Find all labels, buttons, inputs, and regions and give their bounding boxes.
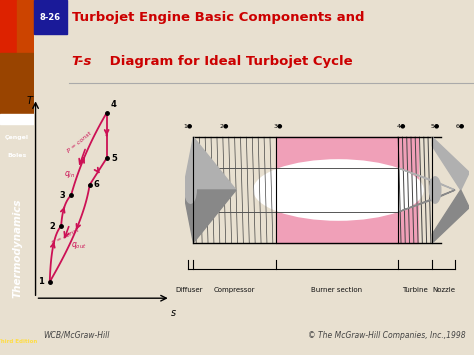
Text: 4●: 4● xyxy=(396,124,406,129)
Text: 1: 1 xyxy=(38,277,44,286)
Text: $q_{out}$: $q_{out}$ xyxy=(71,240,87,251)
Polygon shape xyxy=(185,190,236,243)
Polygon shape xyxy=(432,190,469,243)
Text: 2: 2 xyxy=(50,222,55,231)
Ellipse shape xyxy=(185,177,196,203)
Text: WCB/McGraw-Hill: WCB/McGraw-Hill xyxy=(43,331,109,340)
Text: Third Edition: Third Edition xyxy=(0,339,37,344)
Text: Turbine: Turbine xyxy=(402,287,428,293)
Text: Diffuser: Diffuser xyxy=(175,287,203,293)
Text: 8-26: 8-26 xyxy=(40,12,61,22)
Text: 4: 4 xyxy=(111,100,117,109)
Text: T-s: T-s xyxy=(72,55,92,68)
Text: 3: 3 xyxy=(60,191,65,200)
Text: Boles: Boles xyxy=(8,153,27,158)
Text: © The McGraw-Hill Companies, Inc.,1998: © The McGraw-Hill Companies, Inc.,1998 xyxy=(308,331,465,340)
Text: Turbojet Engine Basic Components and: Turbojet Engine Basic Components and xyxy=(72,11,364,23)
Text: Burner section: Burner section xyxy=(311,287,363,293)
Polygon shape xyxy=(185,137,236,190)
Text: Çengel: Çengel xyxy=(5,135,29,140)
Text: 3●: 3● xyxy=(274,124,283,129)
Text: P = const: P = const xyxy=(51,227,80,246)
Text: T: T xyxy=(27,95,33,105)
Bar xyxy=(34,0,67,34)
Bar xyxy=(17,0,34,53)
Text: 5: 5 xyxy=(111,154,117,163)
Bar xyxy=(276,137,418,243)
Polygon shape xyxy=(432,137,469,190)
Text: $q_{in}$: $q_{in}$ xyxy=(64,169,75,180)
Text: Diagram for Ideal Turbojet Cycle: Diagram for Ideal Turbojet Cycle xyxy=(104,55,352,68)
Polygon shape xyxy=(398,190,455,212)
Text: P = const: P = const xyxy=(66,130,93,153)
Text: Thermodynamics: Thermodynamics xyxy=(12,199,22,298)
Text: s: s xyxy=(171,308,176,318)
Bar xyxy=(0,114,34,124)
Text: 6: 6 xyxy=(94,180,100,190)
Polygon shape xyxy=(398,168,455,190)
Ellipse shape xyxy=(429,177,441,203)
Text: Compressor: Compressor xyxy=(214,287,255,293)
Bar xyxy=(0,53,34,114)
Ellipse shape xyxy=(253,159,424,221)
Text: Nozzle: Nozzle xyxy=(432,287,455,293)
Bar xyxy=(0,0,34,114)
Text: 1●: 1● xyxy=(183,124,192,129)
Text: 2●: 2● xyxy=(220,124,229,129)
Text: 5●: 5● xyxy=(430,124,440,129)
Bar xyxy=(0,0,17,53)
Text: 6●: 6● xyxy=(456,124,465,129)
